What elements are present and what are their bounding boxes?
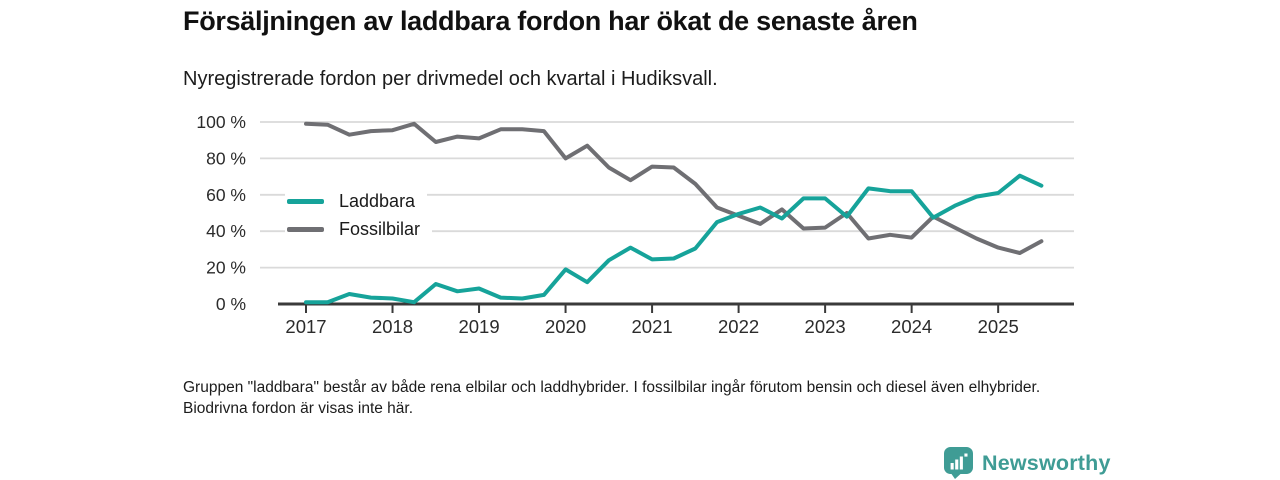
legend-item-laddbara: Laddbara [285,188,428,215]
logo-dot [964,453,968,457]
legend-item-fossilbilar: Fossilbilar [285,216,433,243]
x-axis-label: 2018 [372,316,413,337]
legend-swatch-laddbara [287,199,324,204]
chart-title: Försäljningen av laddbara fordon har öka… [183,6,918,36]
logo-text: Newsworthy [982,450,1111,475]
y-axis-label: 40 % [206,221,246,241]
x-axis-label: 2020 [545,316,586,337]
x-axis-label: 2019 [458,316,499,337]
y-axis-label: 60 % [206,185,246,205]
x-axis-label: 2024 [891,316,932,337]
newsworthy-logo: Newsworthy [944,447,1111,479]
x-axis-label: 2017 [285,316,326,337]
chart-subtitle: Nyregistrerade fordon per drivmedel och … [183,68,718,90]
x-axis-label: 2025 [978,316,1019,337]
y-axis-label: 80 % [206,148,246,168]
chart-footnote: Gruppen "laddbara" består av både rena e… [183,379,1041,417]
y-axis-label: 100 % [196,112,246,132]
legend-label-fossilbilar: Fossilbilar [339,219,421,239]
legend-label-laddbara: Laddbara [339,191,416,211]
y-axis-label: 20 % [206,258,246,278]
x-axis-label: 2021 [632,316,673,337]
series-line-laddbara [304,173,1044,305]
y-axis-label: 0 % [216,294,246,314]
series-line-fossilbilar [304,121,1044,255]
x-axis-label: 2022 [718,316,759,337]
bar-chart-pin-icon [944,447,973,479]
x-axis-label: 2023 [805,316,846,337]
legend-swatch-fossilbilar [287,227,324,232]
